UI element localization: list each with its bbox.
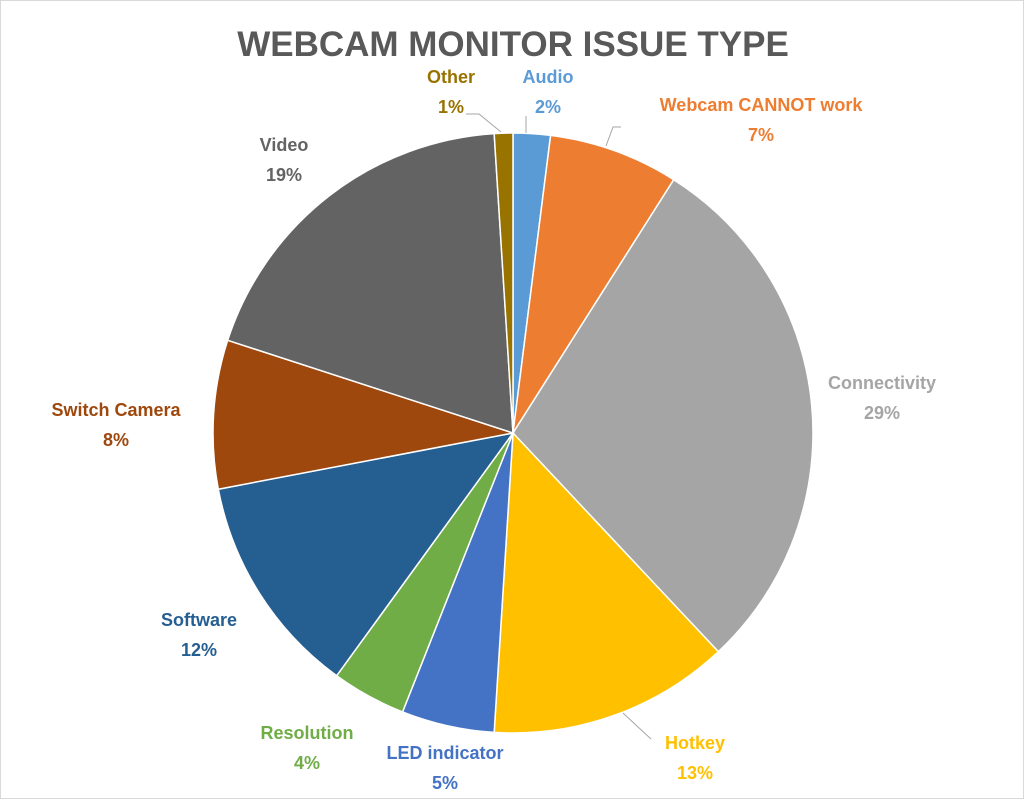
- pie-slice-hotkey: [493, 431, 720, 734]
- slice-label-percent: 8%: [103, 430, 129, 450]
- slice-label-name: Resolution: [261, 723, 354, 743]
- leader-lines: [466, 113, 652, 740]
- slice-label-percent: 7%: [748, 125, 774, 145]
- pie-slice-webcam-cannot-work: [512, 134, 675, 434]
- slice-label-percent: 1%: [438, 97, 464, 117]
- slice-label-percent: 2%: [535, 97, 561, 117]
- leader-line: [622, 712, 652, 740]
- slice-label-percent: 5%: [432, 773, 458, 793]
- leader-line: [605, 126, 621, 147]
- slice-label-name: Video: [260, 135, 309, 155]
- slice-label-percent: 19%: [266, 165, 302, 185]
- slice-label-name: Connectivity: [828, 373, 936, 393]
- pie-slice-connectivity: [512, 178, 814, 653]
- slice-label-name: Webcam CANNOT work: [660, 95, 864, 115]
- slice-label-name: Switch Camera: [51, 400, 181, 420]
- slice-labels: Audio 2% Webcam CANNOT work 7% Connectivity 2…: [51, 67, 936, 793]
- pie-slice-software: [217, 431, 515, 677]
- slice-label-name: LED indicator: [386, 743, 503, 763]
- chart-title: WEBCAM MONITOR ISSUE TYPE: [237, 25, 789, 64]
- slice-label-name: Hotkey: [665, 733, 725, 753]
- slice-label-percent: 4%: [294, 753, 320, 773]
- slice-label-name: Software: [161, 610, 237, 630]
- slice-label-percent: 13%: [677, 763, 713, 783]
- pie-slices: [212, 132, 814, 734]
- pie-slice-video: [226, 132, 514, 435]
- leader-line: [466, 113, 502, 133]
- slice-label-name: Audio: [523, 67, 574, 87]
- pie-slice-switch-camera: [212, 339, 514, 491]
- slice-label-percent: 12%: [181, 640, 217, 660]
- pie-slice-other: [493, 132, 514, 434]
- slice-label-percent: 29%: [864, 403, 900, 423]
- slice-label-name: Other: [427, 67, 475, 87]
